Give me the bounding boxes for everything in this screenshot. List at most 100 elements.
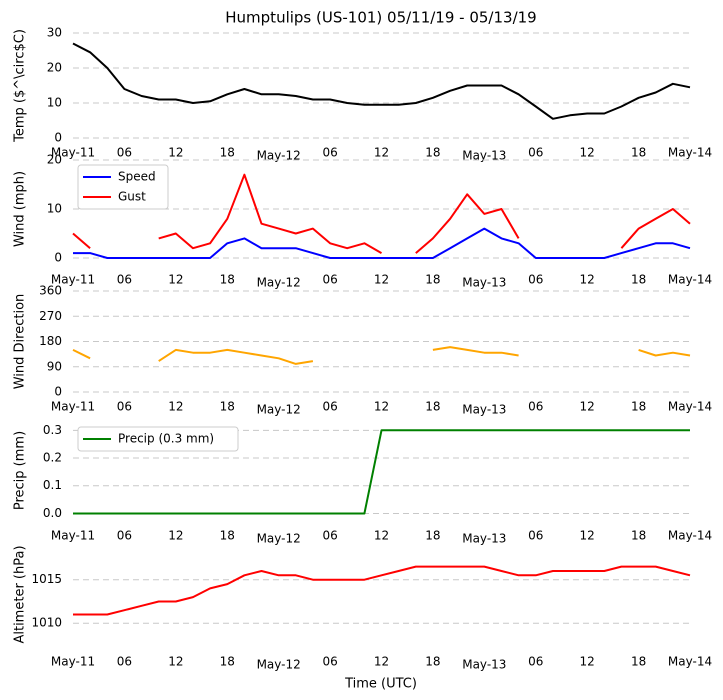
y-tick-label: 10 [47,96,62,110]
y-axis-label: Precip (mm) [13,431,28,510]
y-axis-label: Temp ($^\circ$C) [13,29,28,143]
x-tick-label: 18 [220,273,235,287]
x-tick-label: 12 [374,273,389,287]
y-tick-label: 0.0 [43,506,62,520]
y-axis-label: Wind (mph) [13,171,28,247]
x-tick-label: May-12 [257,532,301,546]
x-tick-label: 18 [220,400,235,414]
y-tick-label: 0 [54,131,62,145]
x-tick-label: 06 [117,655,132,669]
data-line [72,346,691,365]
x-tick-label: 12 [580,655,595,669]
x-tick-label: 18 [631,400,646,414]
x-tick-label: May-11 [51,146,95,160]
y-tick-label: 1010 [31,616,62,630]
x-tick-label: 12 [168,273,183,287]
x-tick-label: 06 [322,529,337,543]
y-tick-label: 10 [47,202,62,216]
x-tick-label: 06 [528,655,543,669]
x-tick-label: May-14 [668,655,712,669]
x-tick-label: May-11 [51,400,95,414]
y-tick-label: 0 [54,251,62,265]
legend-label: Precip (0.3 mm) [118,432,214,446]
x-tick-label: May-12 [257,658,301,672]
x-tick-label: 12 [374,400,389,414]
x-tick-label: 06 [322,273,337,287]
x-tick-label: 18 [631,529,646,543]
x-tick-label: May-12 [257,403,301,417]
x-tick-label: 06 [528,273,543,287]
data-line [73,565,691,616]
y-tick-label: 30 [47,26,62,40]
x-tick-label: 12 [374,146,389,160]
x-tick-label: 12 [580,529,595,543]
x-tick-label: May-13 [462,276,506,290]
y-tick-label: 180 [39,334,62,348]
x-tick-label: 12 [168,655,183,669]
x-tick-label: May-14 [668,146,712,160]
x-tick-label: 18 [631,655,646,669]
x-tick-label: May-14 [668,273,712,287]
x-tick-label: 12 [580,400,595,414]
x-tick-label: 18 [220,146,235,160]
x-tick-label: May-12 [257,276,301,290]
y-axis-label: Wind Direction [13,294,28,390]
x-tick-label: 12 [168,400,183,414]
y-tick-label: 1015 [31,572,62,586]
y-tick-label: 0.1 [43,478,62,492]
y-tick-label: 90 [47,359,62,373]
y-tick-label: 0.2 [43,451,62,465]
x-tick-label: 18 [425,400,440,414]
legend-label: Speed [118,170,156,184]
x-tick-label: 18 [220,655,235,669]
x-tick-label: 06 [117,529,132,543]
legend-box [77,426,239,452]
x-tick-label: May-13 [462,403,506,417]
x-tick-label: May-14 [668,400,712,414]
x-tick-label: 06 [528,529,543,543]
x-tick-label: 18 [631,146,646,160]
x-tick-label: 18 [425,655,440,669]
x-tick-label: 18 [220,529,235,543]
x-tick-label: May-13 [462,149,506,163]
x-tick-label: 06 [528,146,543,160]
x-tick-label: 12 [374,529,389,543]
y-axis-label: Altimeter (hPa) [13,545,28,643]
chart-title: Humptulips (US-101) 05/11/19 - 05/13/19 [225,9,536,27]
x-tick-label: May-13 [462,532,506,546]
x-axis-label: Time (UTC) [344,677,417,692]
y-tick-label: 0.3 [43,423,62,437]
x-tick-label: 06 [117,146,132,160]
x-tick-label: 18 [631,273,646,287]
data-line [72,173,691,254]
x-tick-label: 18 [425,273,440,287]
x-tick-label: May-11 [51,273,95,287]
x-tick-label: May-13 [462,658,506,672]
data-line [73,227,691,259]
data-line [73,429,690,515]
x-tick-label: 06 [322,400,337,414]
legend-label: Gust [118,190,146,204]
x-tick-label: 12 [168,146,183,160]
x-tick-label: 06 [528,400,543,414]
x-tick-label: May-14 [668,529,712,543]
x-tick-label: 18 [425,529,440,543]
x-tick-label: 12 [580,146,595,160]
x-tick-label: 06 [117,400,132,414]
x-tick-label: 12 [374,655,389,669]
x-tick-label: May-12 [257,149,301,163]
x-tick-label: 06 [117,273,132,287]
x-tick-label: May-11 [51,529,95,543]
x-tick-label: 06 [322,655,337,669]
y-tick-label: 20 [47,153,62,167]
data-line [72,42,691,120]
x-tick-label: May-11 [51,655,95,669]
x-tick-label: 12 [168,529,183,543]
x-tick-label: 12 [580,273,595,287]
y-tick-label: 270 [39,309,62,323]
y-tick-label: 0 [54,385,62,399]
y-tick-label: 20 [47,61,62,75]
x-tick-label: 18 [425,146,440,160]
y-tick-label: 360 [39,284,62,298]
